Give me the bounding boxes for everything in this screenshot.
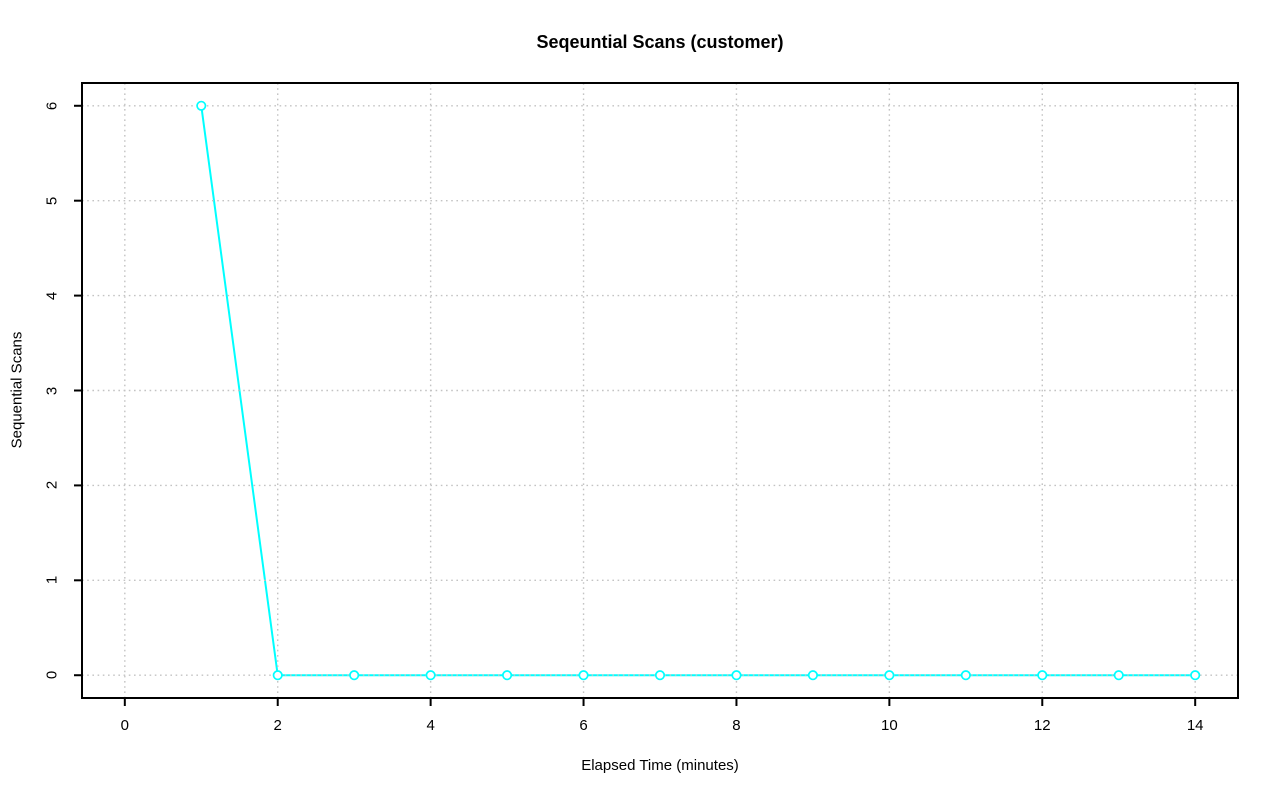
x-tick-label: 12 bbox=[1033, 717, 1051, 734]
data-point-marker bbox=[349, 670, 360, 681]
data-point-marker bbox=[731, 670, 742, 681]
data-point-marker bbox=[807, 670, 818, 681]
data-point-marker bbox=[272, 670, 283, 681]
data-point-marker bbox=[502, 670, 513, 681]
y-tick-label: 4 bbox=[43, 291, 61, 300]
x-tick-label: 2 bbox=[273, 717, 282, 734]
data-point-marker bbox=[578, 670, 589, 681]
data-point-marker bbox=[1113, 670, 1124, 681]
x-tick-label: 0 bbox=[120, 717, 129, 734]
data-point-marker bbox=[1037, 670, 1048, 681]
data-point-marker bbox=[425, 670, 436, 681]
y-tick-label: 2 bbox=[43, 481, 61, 490]
y-axis-title: Sequential Scans bbox=[8, 331, 26, 449]
data-point-marker bbox=[196, 100, 207, 111]
y-tick-label: 5 bbox=[43, 196, 61, 205]
data-point-marker bbox=[1190, 670, 1201, 681]
data-point-marker bbox=[960, 670, 971, 681]
series-line bbox=[200, 104, 1197, 677]
chart-title: Seqeuntial Scans (customer) bbox=[536, 32, 784, 52]
x-tick-label: 10 bbox=[881, 717, 898, 734]
y-tick-label: 1 bbox=[43, 576, 61, 585]
x-axis-title: Elapsed Time (minutes) bbox=[581, 757, 739, 774]
y-tick-label: 3 bbox=[43, 386, 61, 395]
x-tick-label: 14 bbox=[1186, 717, 1204, 734]
x-tick-label: 8 bbox=[732, 717, 741, 734]
y-tick-label: 0 bbox=[43, 671, 61, 680]
x-tick-label: 4 bbox=[426, 717, 435, 734]
data-point-marker bbox=[884, 670, 895, 681]
data-point-marker bbox=[654, 670, 666, 681]
x-tick-label: 6 bbox=[579, 717, 588, 734]
y-tick-label: 6 bbox=[43, 101, 61, 110]
